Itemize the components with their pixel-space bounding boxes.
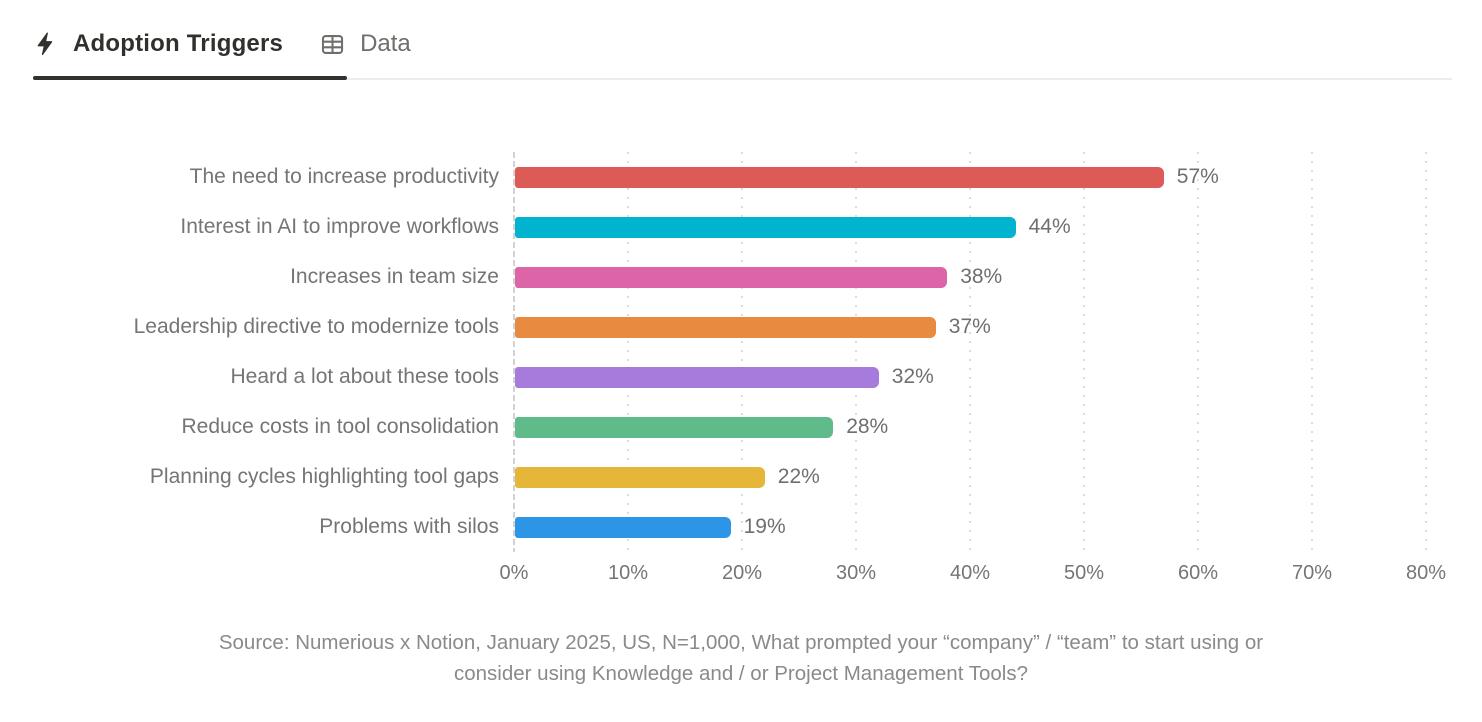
category-label: The need to increase productivity <box>189 165 499 188</box>
tab-adoption-triggers[interactable]: Adoption Triggers <box>33 18 283 70</box>
plot-area: 57% 44% 38% 37% 32% 28% 22% 19% <box>513 152 1427 552</box>
bar-row: 37% <box>514 302 1426 352</box>
bar-row: 38% <box>514 252 1426 302</box>
bar-row: 44% <box>514 202 1426 252</box>
bar <box>515 167 1164 188</box>
source-note-line1: Source: Numerious x Notion, January 2025… <box>218 631 1264 654</box>
y-axis-line <box>513 152 515 552</box>
category-label: Interest in AI to improve workflows <box>180 215 499 238</box>
gridline <box>1197 152 1199 552</box>
tab-label: Adoption Triggers <box>73 30 284 57</box>
tab-data[interactable]: Data <box>319 18 411 70</box>
tab-label: Data <box>360 30 411 57</box>
tabbar-divider <box>33 78 1452 80</box>
gridline <box>627 152 629 552</box>
x-axis-labels: 0% 10% 20% 30% 40% 50% 60% 70% 80% <box>500 562 1446 590</box>
bar <box>515 467 765 488</box>
x-tick-label: 70% <box>1291 562 1333 584</box>
bar-row: 22% <box>514 452 1426 502</box>
bar <box>515 517 731 538</box>
x-tick-label: 0% <box>499 562 529 584</box>
bar <box>515 317 936 338</box>
source-note-line2: consider using Knowledge and / or Projec… <box>454 662 1028 685</box>
gridline <box>855 152 857 552</box>
category-label: Heard a lot about these tools <box>230 365 499 388</box>
gridline <box>1311 152 1313 552</box>
x-tick-label: 60% <box>1177 562 1219 584</box>
bar-value-label: 28% <box>846 415 889 438</box>
x-tick-label: 80% <box>1405 562 1447 584</box>
category-label: Problems with silos <box>319 515 499 538</box>
category-label: Planning cycles highlighting tool gaps <box>149 465 499 488</box>
bar-value-label: 38% <box>960 265 1003 288</box>
bar-row: 57% <box>514 152 1426 202</box>
bar <box>515 367 879 388</box>
gridline <box>969 152 971 552</box>
x-tick-label: 50% <box>1063 562 1105 584</box>
bar-row: 32% <box>514 352 1426 402</box>
bar <box>515 217 1016 238</box>
category-label: Increases in team size <box>290 265 499 288</box>
bar-value-label: 57% <box>1176 165 1219 188</box>
bar <box>515 267 948 288</box>
table-icon <box>319 31 346 58</box>
bar-value-label: 19% <box>743 515 786 538</box>
x-tick-label: 40% <box>949 562 991 584</box>
bar-value-label: 22% <box>777 465 820 488</box>
bar-value-label: 32% <box>891 365 934 388</box>
x-tick-label: 30% <box>835 562 877 584</box>
bar-row: 19% <box>514 502 1426 552</box>
category-label: Leadership directive to modernize tools <box>133 315 499 338</box>
gridline <box>741 152 743 552</box>
bar-value-label: 37% <box>948 315 991 338</box>
x-tick-label: 10% <box>607 562 649 584</box>
tab-bar: Adoption Triggers Data <box>33 18 411 70</box>
lightning-icon <box>33 31 59 57</box>
active-tab-underline <box>33 76 347 80</box>
gridline <box>1425 152 1427 552</box>
bar-value-label: 44% <box>1028 215 1071 238</box>
category-labels: The need to increase productivity Interes… <box>0 152 499 552</box>
bar-row: 28% <box>514 402 1426 452</box>
x-tick-label: 20% <box>721 562 763 584</box>
category-label: Reduce costs in tool consolidation <box>181 415 499 438</box>
bar <box>515 417 834 438</box>
gridline <box>1083 152 1085 552</box>
source-note: Source: Numerious x Notion, January 2025… <box>0 627 1482 689</box>
